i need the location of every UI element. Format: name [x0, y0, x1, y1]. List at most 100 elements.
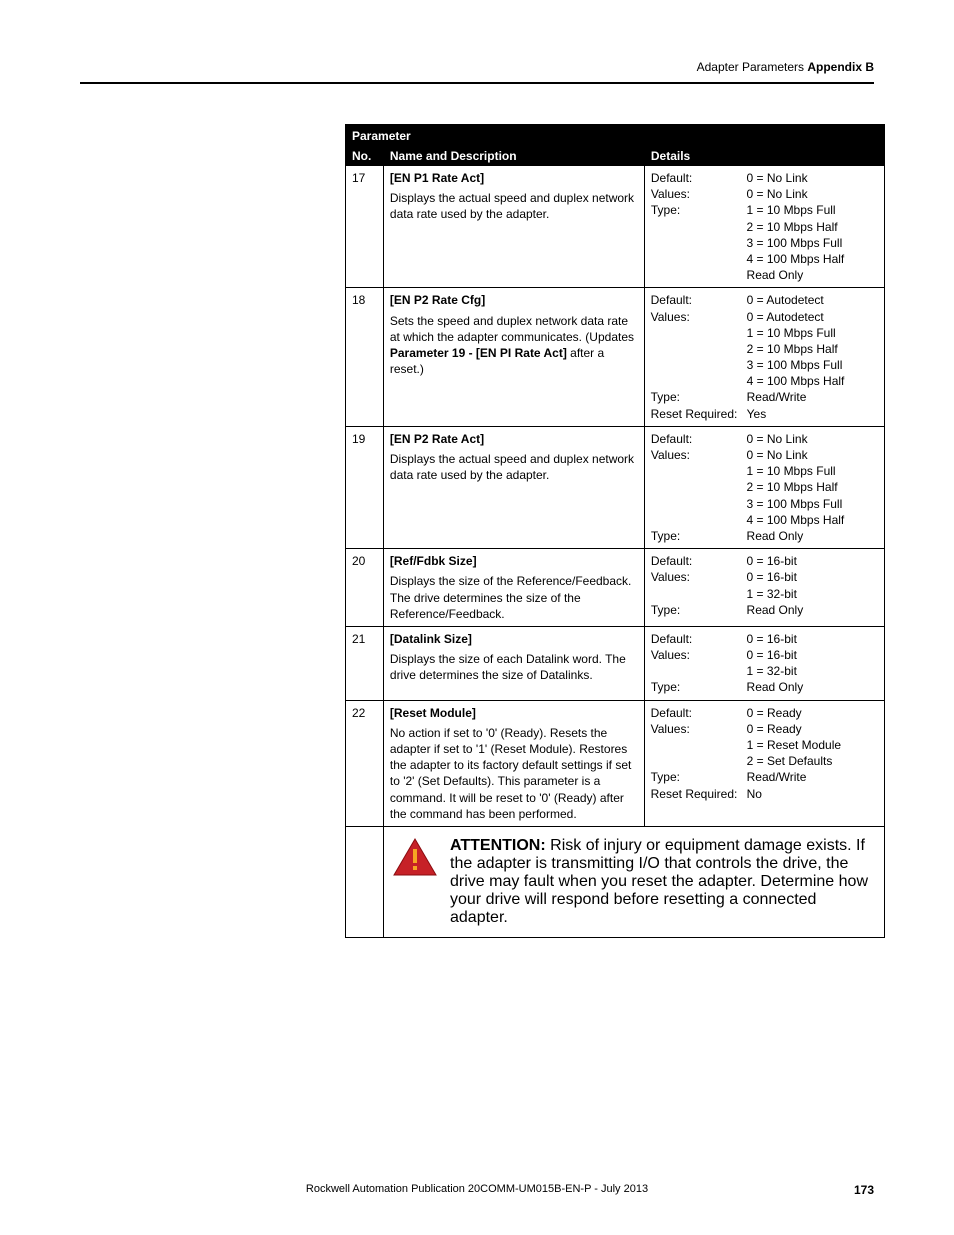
param-no: 22	[346, 701, 384, 826]
detail-value: 0 = 16-bit	[747, 553, 878, 569]
detail-value: 0 = 16-bit	[747, 631, 878, 647]
detail-label: Values:	[651, 309, 735, 325]
table-header-columns: No. Name and Description Details	[346, 147, 884, 165]
detail-value: Read Only	[747, 602, 878, 618]
param-detail-values: 0 = 16-bit 0 = 16-bit 1 = 32-bit Read On…	[741, 627, 884, 700]
header-section: Adapter Parameters	[697, 60, 808, 74]
table-row: 22 [Reset Module] No action if set to '0…	[346, 700, 884, 826]
param-no: 20	[346, 549, 384, 626]
header-rule	[80, 82, 874, 84]
param-name-cell: [Reset Module] No action if set to '0' (…	[384, 701, 645, 826]
detail-label	[651, 737, 735, 753]
detail-value: 0 = 16-bit	[747, 647, 878, 663]
detail-value: 1 = 32-bit	[747, 663, 878, 679]
detail-value: 1 = 32-bit	[747, 586, 878, 602]
param-desc: Displays the size of the Reference/Feedb…	[390, 573, 638, 622]
detail-value: 1 = 10 Mbps Full	[747, 202, 878, 218]
param-desc: Displays the actual speed and duplex net…	[390, 190, 638, 222]
attention-gutter	[346, 827, 384, 937]
param-detail-labels: Default: Values: Type: Reset Required:	[645, 701, 741, 826]
param-title: [EN P2 Rate Cfg]	[390, 292, 638, 308]
detail-value: 0 = No Link	[747, 447, 878, 463]
param-title: [EN P2 Rate Act]	[390, 431, 638, 447]
detail-value: 2 = 10 Mbps Half	[747, 479, 878, 495]
page: Adapter Parameters Appendix B Parameter …	[0, 0, 954, 938]
detail-label: Default:	[651, 170, 735, 186]
detail-label	[651, 663, 735, 679]
param-name-cell: [Ref/Fdbk Size] Displays the size of the…	[384, 549, 645, 626]
detail-label	[651, 512, 735, 528]
param-name-cell: [Datalink Size] Displays the size of eac…	[384, 627, 645, 700]
param-name-cell: [EN P1 Rate Act] Displays the actual spe…	[384, 166, 645, 287]
detail-value: 0 = No Link	[747, 431, 878, 447]
page-header: Adapter Parameters Appendix B	[80, 60, 874, 74]
param-name-cell: [EN P2 Rate Cfg] Sets the speed and dupl…	[384, 288, 645, 426]
header-appendix: Appendix B	[807, 60, 874, 74]
footer-page-number: 173	[854, 1183, 874, 1197]
param-detail-labels: Default: Values: Type:	[645, 166, 741, 287]
warning-icon	[392, 837, 438, 927]
detail-value: 1 = 10 Mbps Full	[747, 325, 878, 341]
param-desc: Displays the actual speed and duplex net…	[390, 451, 638, 483]
detail-label: Values:	[651, 186, 735, 202]
param-detail-values: 0 = Autodetect 0 = Autodetect 1 = 10 Mbp…	[741, 288, 884, 426]
detail-label: Default:	[651, 705, 735, 721]
detail-value: 0 = Autodetect	[747, 292, 878, 308]
detail-label	[651, 586, 735, 602]
param-name-cell: [EN P2 Rate Act] Displays the actual spe…	[384, 427, 645, 548]
detail-label: Type:	[651, 389, 735, 405]
parameter-table: Parameter No. Name and Description Detai…	[345, 124, 885, 938]
detail-label: Type:	[651, 769, 735, 785]
param-detail-values: 0 = Ready 0 = Ready 1 = Reset Module 2 =…	[741, 701, 884, 826]
param-no: 18	[346, 288, 384, 426]
detail-value: 3 = 100 Mbps Full	[747, 357, 878, 373]
detail-label: Reset Required:	[651, 406, 735, 422]
desc-pre: Sets the speed and duplex network data r…	[390, 314, 634, 344]
desc-bold: Parameter 19 - [EN PI Rate Act]	[390, 346, 567, 360]
detail-value: 0 = No Link	[747, 186, 878, 202]
attention-label: ATTENTION:	[450, 837, 546, 854]
detail-value: Read/Write	[747, 389, 878, 405]
attention-row: ATTENTION: Risk of injury or equipment d…	[346, 826, 884, 937]
detail-label: Values:	[651, 721, 735, 737]
page-footer: Rockwell Automation Publication 20COMM-U…	[80, 1183, 874, 1195]
detail-label: Values:	[651, 569, 735, 585]
table-row: 20 [Ref/Fdbk Size] Displays the size of …	[346, 548, 884, 626]
detail-label: Type:	[651, 679, 735, 695]
detail-label	[651, 373, 735, 389]
param-no: 17	[346, 166, 384, 287]
detail-value: 1 = 10 Mbps Full	[747, 463, 878, 479]
param-title: [EN P1 Rate Act]	[390, 170, 638, 186]
param-desc: Displays the size of each Datalink word.…	[390, 651, 638, 683]
detail-value: Read Only	[747, 267, 878, 283]
detail-label	[651, 496, 735, 512]
detail-label: Default:	[651, 553, 735, 569]
param-detail-labels: Default: Values: Type: Reset Required:	[645, 288, 741, 426]
detail-value: Read/Write	[747, 769, 878, 785]
detail-value: 1 = Reset Module	[747, 737, 878, 753]
detail-value: 0 = Ready	[747, 705, 878, 721]
col-header-name: Name and Description	[384, 147, 645, 165]
table-header-group: Parameter	[346, 125, 884, 147]
detail-label: Type:	[651, 202, 735, 218]
detail-value: 3 = 100 Mbps Full	[747, 235, 878, 251]
param-no: 21	[346, 627, 384, 700]
detail-value: Read Only	[747, 528, 878, 544]
detail-value: 0 = Autodetect	[747, 309, 878, 325]
col-header-no: No.	[346, 147, 384, 165]
detail-value: 4 = 100 Mbps Half	[747, 251, 878, 267]
detail-label: Type:	[651, 602, 735, 618]
table-row: 17 [EN P1 Rate Act] Displays the actual …	[346, 165, 884, 287]
detail-value: Yes	[747, 406, 878, 422]
detail-value: 2 = 10 Mbps Half	[747, 341, 878, 357]
col-header-details: Details	[645, 147, 741, 165]
param-title: [Ref/Fdbk Size]	[390, 553, 638, 569]
detail-label	[651, 463, 735, 479]
detail-label: Reset Required:	[651, 786, 735, 802]
attention-body: ATTENTION: Risk of injury or equipment d…	[384, 827, 884, 937]
detail-label: Default:	[651, 292, 735, 308]
detail-value: Read Only	[747, 679, 878, 695]
param-title: [Reset Module]	[390, 705, 638, 721]
col-header-values	[741, 147, 884, 165]
attention-text: ATTENTION: Risk of injury or equipment d…	[450, 837, 876, 927]
